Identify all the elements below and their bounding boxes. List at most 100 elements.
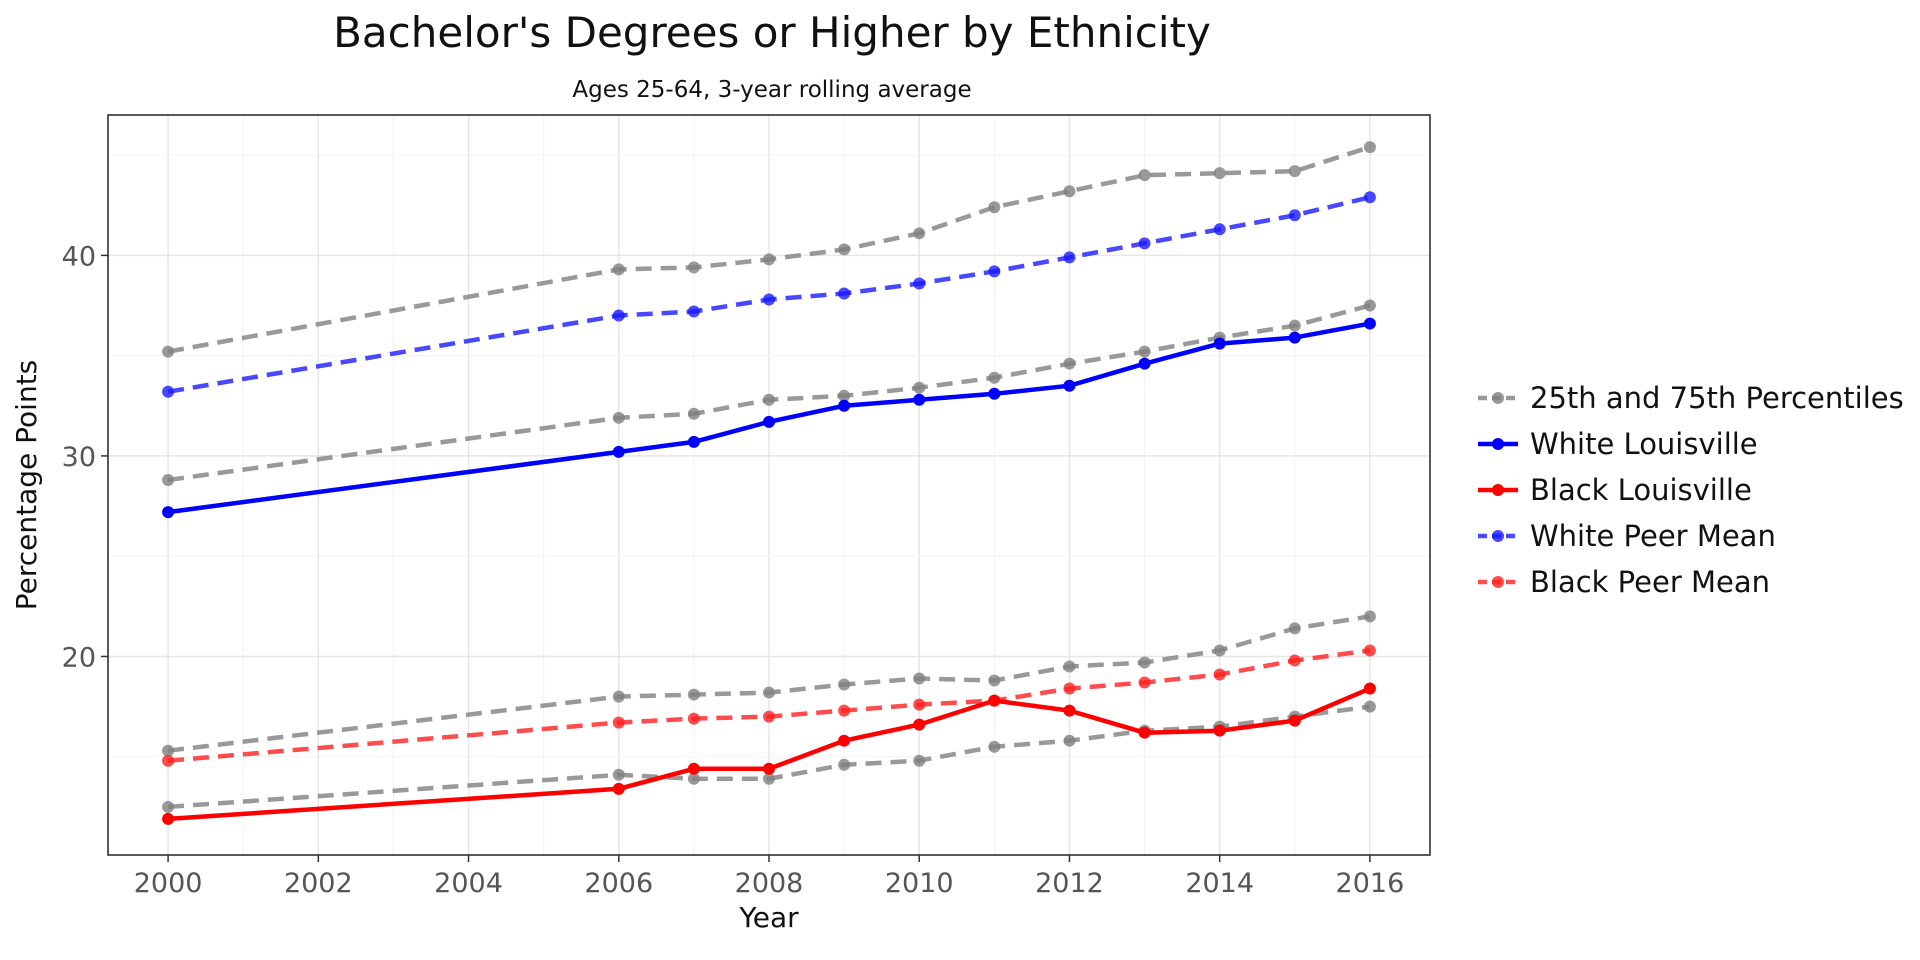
data-point: [687, 407, 700, 420]
data-point: [763, 415, 775, 428]
series-p75b: [162, 610, 1376, 757]
data-point: [913, 718, 926, 731]
data-point: [838, 704, 851, 717]
data-point: [1363, 644, 1376, 657]
data-point: [1363, 191, 1376, 204]
series-bpm: [162, 644, 1376, 767]
data-point: [1213, 724, 1226, 737]
data-point: [1063, 734, 1076, 747]
data-point: [612, 716, 625, 729]
data-point: [913, 754, 926, 767]
data-point: [1363, 682, 1376, 695]
y-tick-label: 30: [62, 442, 96, 473]
data-point: [162, 506, 175, 519]
data-point: [988, 201, 1001, 214]
data-point: [612, 445, 625, 458]
data-point: [1363, 141, 1376, 154]
legend-label: 25th and 75th Percentiles: [1530, 381, 1904, 415]
legend-swatch-point: [1492, 484, 1504, 496]
legend-item: White Peer Mean: [1478, 519, 1776, 553]
data-point: [1288, 654, 1301, 667]
y-tick-label: 20: [62, 642, 96, 673]
legend-swatch-point: [1492, 576, 1504, 588]
data-point: [838, 734, 851, 747]
data-point: [1213, 337, 1226, 350]
data-point: [763, 762, 775, 775]
data-point: [687, 712, 700, 725]
series-line: [167, 195, 1371, 394]
chart-subtitle: Ages 25-64, 3-year rolling average: [572, 77, 971, 103]
series-line: [167, 648, 1371, 763]
x-tick-label: 2010: [885, 868, 954, 899]
data-point: [763, 293, 775, 306]
data-point: [913, 393, 926, 406]
data-point: [687, 688, 700, 701]
x-axis: 2000 2002 2004 2006 2008 2010 2012 2014 2016: [134, 855, 1404, 899]
data-point: [162, 800, 175, 813]
data-point: [687, 305, 700, 318]
legend-swatch-point: [1492, 438, 1504, 450]
data-point: [988, 694, 1001, 707]
data-point: [1138, 676, 1151, 689]
data-point: [988, 674, 1001, 687]
legend-swatch-point: [1492, 530, 1504, 542]
data-point: [1363, 610, 1376, 623]
data-point: [1138, 656, 1151, 669]
data-point: [913, 227, 926, 240]
x-axis-title: Year: [738, 901, 799, 934]
data-point: [612, 690, 625, 703]
data-point: [913, 672, 926, 685]
legend-item: 25th and 75th Percentiles: [1478, 381, 1904, 415]
data-point: [763, 393, 775, 406]
data-point: [763, 686, 775, 699]
data-point: [162, 385, 175, 398]
data-point: [1288, 209, 1301, 222]
x-tick-label: 2004: [434, 868, 503, 899]
data-point: [1363, 299, 1376, 312]
legend-item: Black Peer Mean: [1478, 565, 1770, 599]
data-point: [162, 345, 175, 358]
series-bl: [162, 682, 1376, 825]
data-point: [1213, 167, 1226, 180]
series-line: [167, 686, 1371, 822]
data-point: [612, 768, 625, 781]
data-point: [838, 389, 851, 402]
data-point: [162, 754, 175, 767]
data-point: [1138, 237, 1151, 250]
data-point: [612, 309, 625, 322]
data-point: [162, 744, 175, 757]
series-layer: [162, 141, 1376, 825]
data-point: [988, 387, 1001, 400]
data-point: [612, 782, 625, 795]
series-line: [167, 321, 1371, 515]
legend-label: White Louisville: [1530, 427, 1758, 461]
data-point: [162, 812, 175, 825]
data-point: [1138, 357, 1151, 370]
data-point: [1138, 169, 1151, 182]
x-tick-label: 2008: [735, 868, 804, 899]
y-axis-title: Percentage Points: [10, 360, 43, 611]
data-point: [1213, 668, 1226, 681]
series-line: [167, 704, 1371, 810]
data-point: [988, 740, 1001, 753]
data-point: [838, 243, 851, 256]
data-point: [763, 710, 775, 723]
data-point: [1063, 251, 1076, 264]
data-point: [838, 678, 851, 691]
legend-item: White Louisville: [1478, 427, 1758, 461]
data-point: [913, 277, 926, 290]
x-tick-label: 2006: [584, 868, 653, 899]
legend: 25th and 75th Percentiles White Louisvill…: [1478, 381, 1904, 599]
data-point: [1063, 379, 1076, 392]
x-tick-label: 2014: [1185, 868, 1254, 899]
data-point: [1288, 165, 1301, 178]
series-wl: [162, 317, 1376, 519]
data-point: [687, 435, 700, 448]
data-point: [1288, 331, 1301, 344]
data-point: [1063, 185, 1076, 198]
data-point: [1288, 714, 1301, 727]
data-point: [1063, 660, 1076, 673]
x-tick-label: 2000: [134, 868, 203, 899]
